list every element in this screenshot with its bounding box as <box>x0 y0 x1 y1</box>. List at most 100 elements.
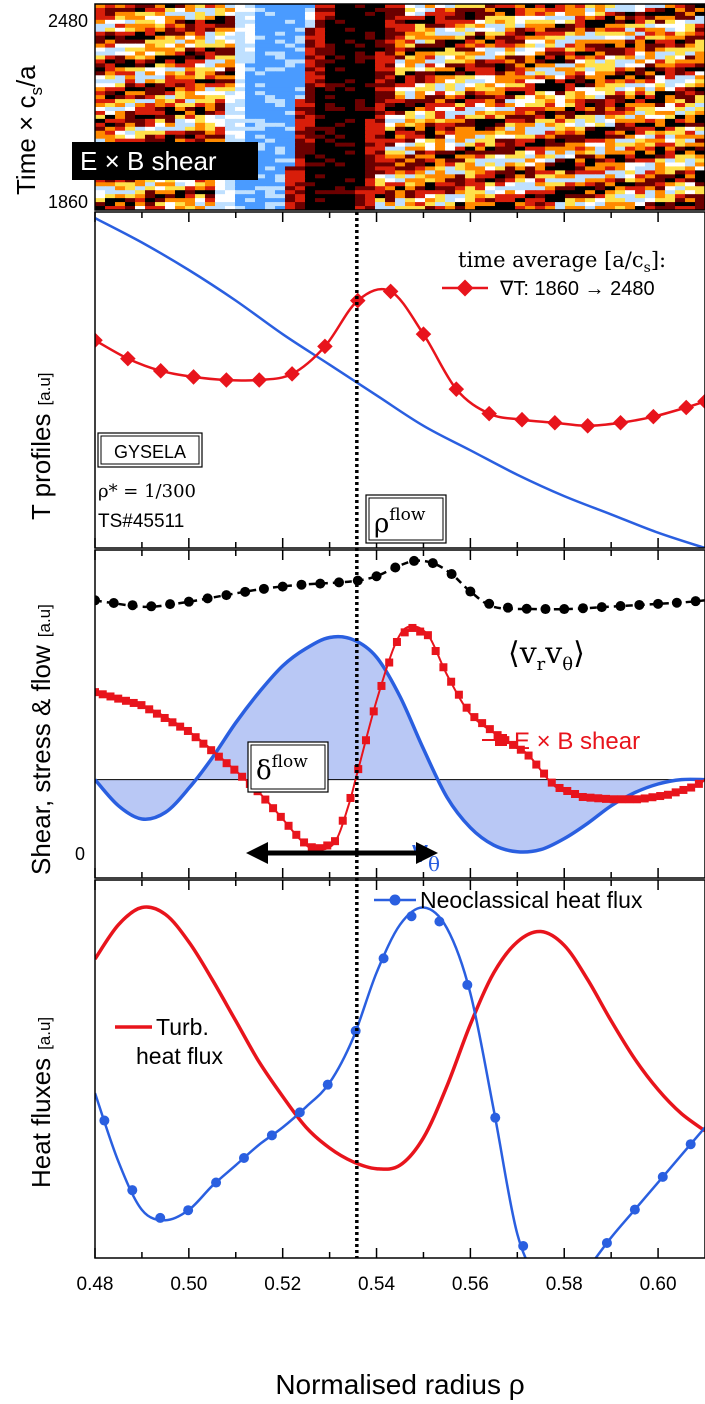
heatmap-cell <box>645 130 656 136</box>
heatmap-cell <box>145 182 156 187</box>
heatmap-cell <box>515 150 526 156</box>
heatmap-cell <box>575 23 586 29</box>
heatmap-cell <box>275 39 286 45</box>
heatmap-cell <box>255 206 266 210</box>
heatmap-cell <box>145 43 156 49</box>
exb-shear-marker <box>586 793 595 802</box>
heatmap-cell <box>695 71 705 76</box>
heatmap-cell <box>535 95 546 100</box>
heatmap-cell <box>165 206 176 210</box>
heatmap-cell <box>415 118 426 124</box>
heatmap-cell <box>105 27 116 33</box>
heatmap-cell <box>215 91 226 96</box>
heatmap-cell <box>425 122 436 128</box>
heatmap-cell <box>375 91 386 96</box>
heatmap-cell <box>555 142 566 148</box>
heatmap-cell <box>465 27 476 33</box>
heatmap-cell <box>495 71 506 76</box>
heatmap-cell <box>495 99 506 104</box>
heatmap-cell <box>605 95 616 100</box>
heatmap-cell <box>655 103 666 108</box>
heatmap-cell <box>425 83 436 88</box>
heatmap-cell <box>295 126 306 132</box>
heatmap-cell <box>215 186 226 191</box>
heatmap-cell <box>155 186 166 191</box>
heatmap-cell <box>635 107 646 112</box>
x-tick-label: 0.48 <box>77 1274 114 1295</box>
heatmap-cell <box>105 75 116 80</box>
exb-shear-marker <box>121 696 130 705</box>
heatmap-cell <box>245 43 256 49</box>
heatmap-cell <box>655 202 666 207</box>
heatmap-cell <box>675 27 686 33</box>
heatmap-cell <box>395 122 406 128</box>
heatmap-cell <box>265 118 276 124</box>
heatmap-cell <box>275 11 286 17</box>
heatmap-cell <box>345 71 356 76</box>
heatmap-cell <box>355 162 366 168</box>
heatmap-cell <box>515 47 526 53</box>
heatmap-cell <box>435 202 446 207</box>
heatmap-cell <box>625 23 636 29</box>
heatmap-cell <box>105 118 116 124</box>
heatmap-cell <box>325 23 336 29</box>
heatmap-cell <box>135 122 146 128</box>
exb-shear-marker <box>238 772 247 781</box>
heatmap-cell <box>305 150 316 156</box>
heatmap-cell <box>395 47 406 53</box>
heatmap-cell <box>695 103 705 108</box>
heatmap-cell <box>415 79 426 84</box>
heatmap-cell <box>595 178 606 183</box>
heatmap-cell <box>435 23 446 29</box>
heatmap-cell <box>555 134 566 140</box>
heatmap-cell <box>595 87 606 92</box>
heatmap-cell <box>325 110 336 116</box>
heatmap-cell <box>365 154 376 160</box>
heatmap-cell <box>245 190 256 195</box>
heatmap-cell <box>255 51 266 57</box>
heatmap-cell <box>635 118 646 124</box>
heatmap-cell <box>155 55 166 61</box>
heatmap-cell <box>295 186 306 191</box>
heatmap-cell <box>155 47 166 53</box>
heatmap-cell <box>335 158 346 164</box>
heatmap-cell <box>345 154 356 160</box>
heatmap-cell <box>295 43 306 49</box>
heatmap-cell <box>455 47 466 53</box>
heatmap-cell <box>165 27 176 33</box>
heatmap-cell <box>295 39 306 45</box>
heatmap-cell <box>685 154 696 160</box>
heatmap-cell <box>355 15 366 21</box>
heatmap-cell <box>655 15 666 21</box>
heatmap-cell <box>415 150 426 156</box>
heatmap-cell <box>615 39 626 45</box>
heatmap-cell <box>465 118 476 124</box>
heatmap-cell <box>535 87 546 92</box>
heatmap-cell <box>155 35 166 41</box>
heatmap-cell <box>145 91 156 96</box>
heatmap-cell <box>555 138 566 144</box>
heatmap-cell <box>445 107 456 112</box>
heatmap-cell <box>685 178 696 183</box>
heatmap-cell <box>195 186 206 191</box>
heatmap-cell <box>575 19 586 25</box>
heatmap-cell <box>145 190 156 195</box>
heatmap-cell <box>125 138 136 144</box>
heatmap-cell <box>655 71 666 76</box>
heatmap-cell <box>675 11 686 17</box>
heatmap-cell <box>335 11 346 17</box>
heatmap-cell <box>445 51 456 57</box>
heatmap-cell <box>315 122 326 128</box>
heatmap-cell <box>185 35 196 41</box>
heatmap-cell <box>675 174 686 179</box>
heatmap-cell <box>125 39 136 45</box>
heatmap-cell <box>565 126 576 132</box>
heatmap-cell <box>515 134 526 140</box>
heatmap-cell <box>535 138 546 144</box>
heatmap-cell <box>585 19 596 25</box>
heatmap-cell <box>435 130 446 136</box>
heatmap-cell <box>655 166 666 171</box>
heatmap-cell <box>435 138 446 144</box>
heatmap-cell <box>375 51 386 57</box>
heatmap-cell <box>145 83 156 88</box>
